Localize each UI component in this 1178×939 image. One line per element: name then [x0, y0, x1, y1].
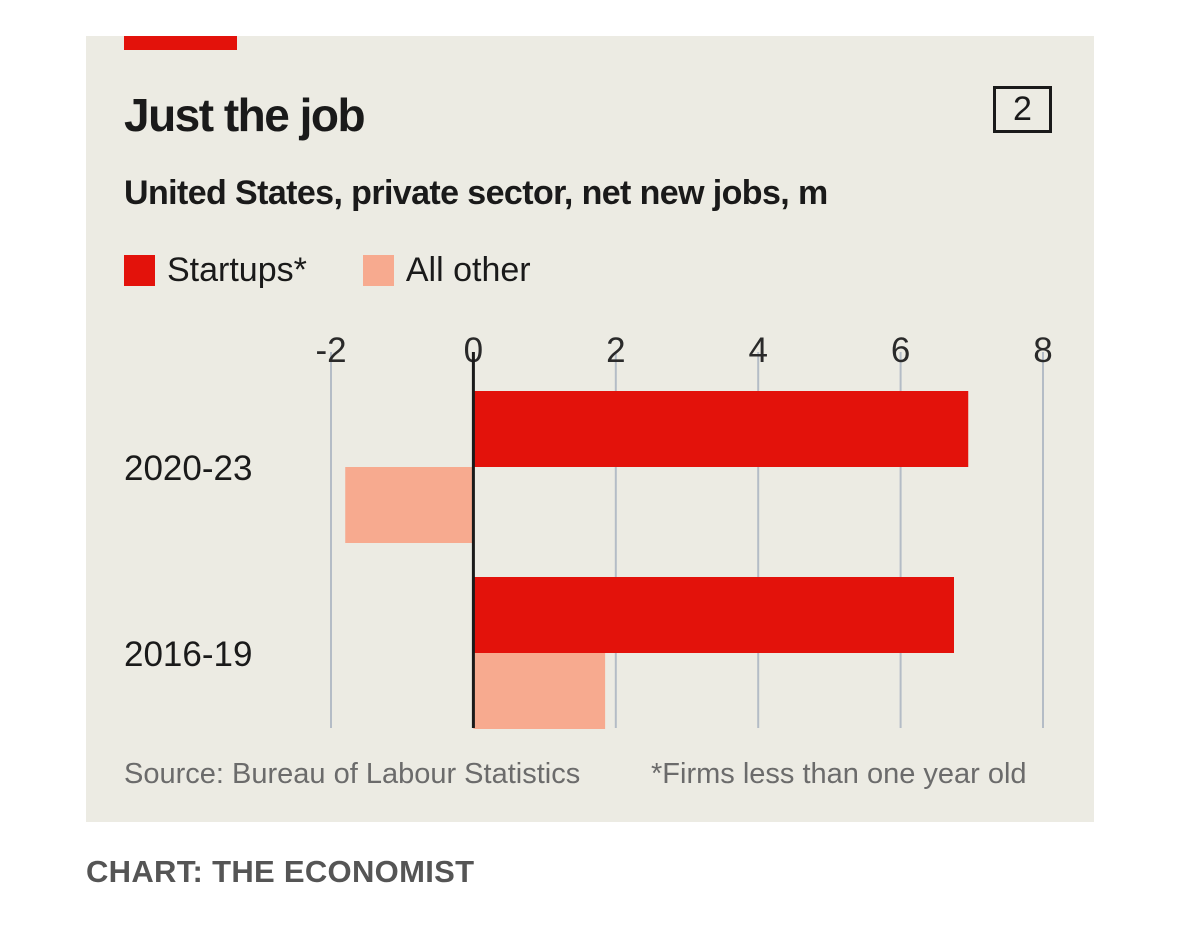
x-tick-label: 6 [891, 331, 910, 370]
footnote: *Firms less than one year old [651, 758, 1027, 790]
source-note: Source: Bureau of Labour Statistics [124, 758, 581, 790]
legend-label-startups: Startups* [167, 250, 307, 289]
category-label: 2016-19 [124, 635, 252, 674]
legend-swatch-startups [124, 254, 155, 286]
chart-subtitle: United States, private sector, net new j… [124, 174, 828, 212]
chart-title: Just the job [124, 89, 366, 141]
bar-startups-1 [473, 577, 954, 653]
chart-credit: CHART: THE ECONOMIST [86, 854, 475, 889]
x-tick-label: 4 [748, 331, 767, 370]
x-tick-label: 2 [606, 331, 625, 370]
bar-plot: -2 0 2 4 6 8 2020-23 2016-19 [124, 331, 1053, 729]
category-label: 2020-23 [124, 449, 252, 488]
legend-item-all-other: All other [362, 250, 531, 290]
bar-startups-0 [473, 391, 969, 467]
legend-item-startups: Startups* [124, 251, 307, 290]
x-tick-label: 0 [464, 331, 483, 370]
x-tick-label: 8 [1033, 331, 1052, 370]
chart-number-badge: 2 [993, 86, 1052, 133]
legend-label-all-other: All other [405, 250, 531, 289]
bar-all-other-1 [473, 653, 606, 729]
brand-red-tag [124, 36, 237, 50]
bar-all-other-0 [345, 467, 474, 543]
x-tick-label: -2 [315, 331, 346, 370]
legend: Startups* All other [124, 248, 587, 292]
legend-swatch-all-other [362, 254, 394, 286]
chart-panel: Just the job 2 United States, private se… [86, 36, 1094, 822]
